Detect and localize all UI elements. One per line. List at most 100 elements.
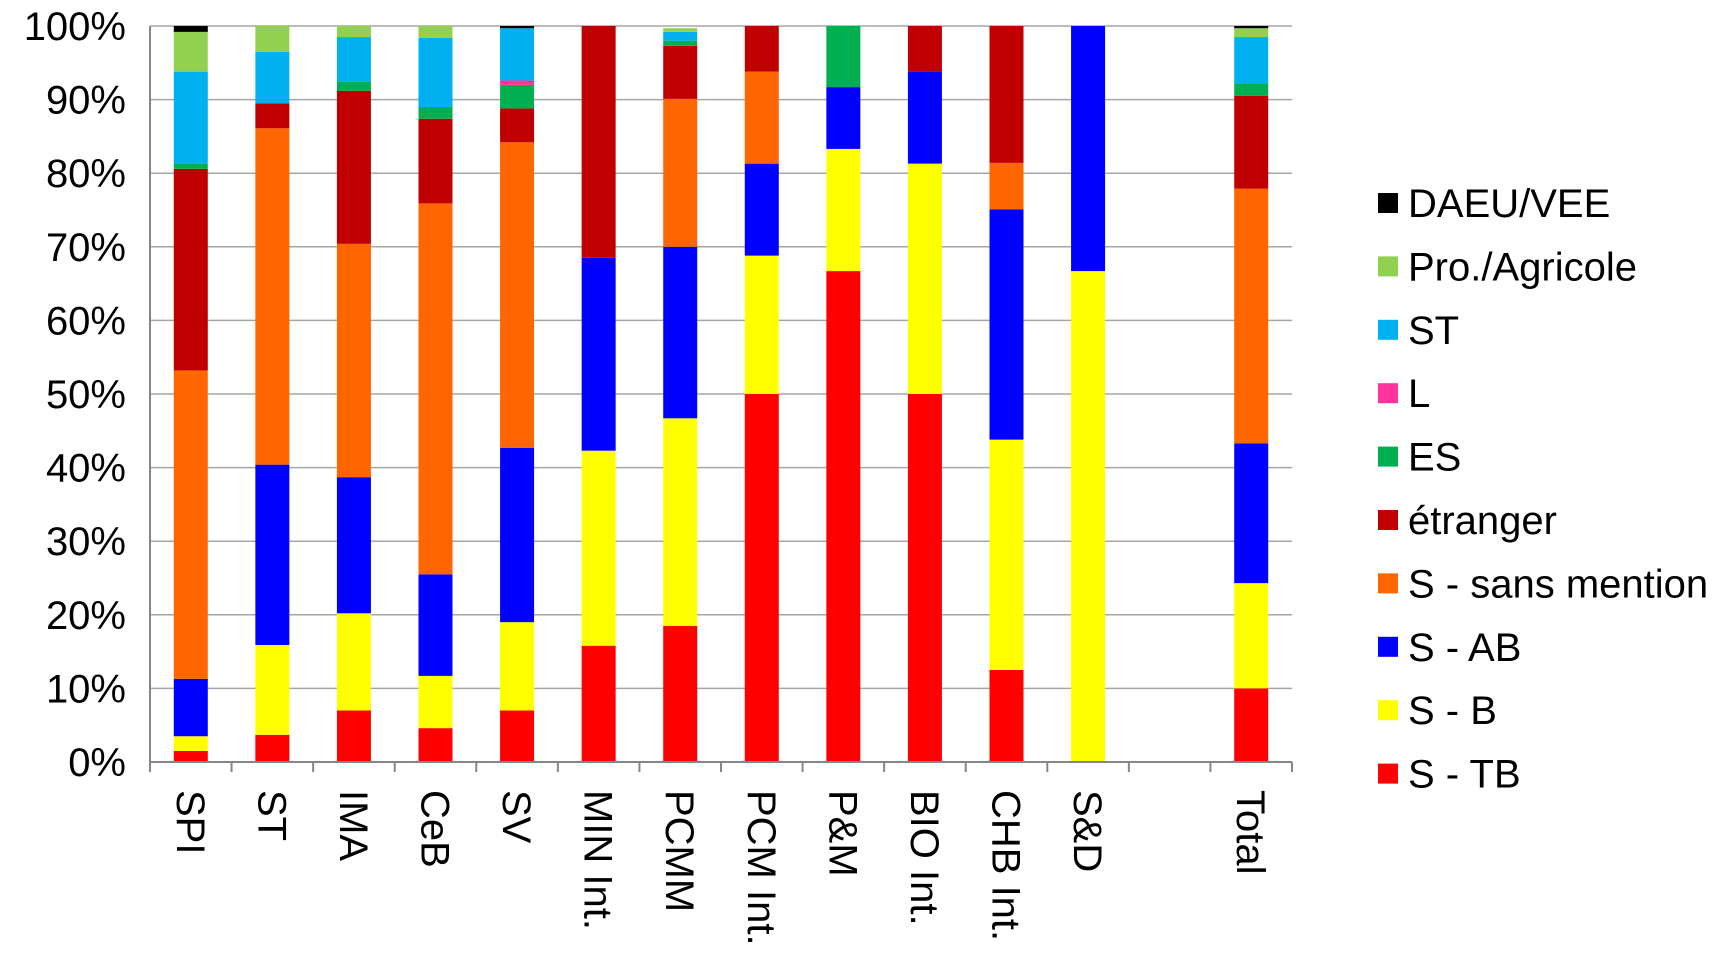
bar-segment — [907, 163, 942, 394]
y-tick-label: 50% — [46, 373, 126, 417]
bar-segment — [989, 162, 1024, 210]
bar-segment — [173, 370, 208, 679]
x-tick-label: CeB — [413, 790, 457, 868]
bar-segment — [989, 26, 1024, 163]
bar-segment — [581, 450, 616, 646]
bar-segment — [336, 90, 371, 244]
bar-segment — [663, 418, 698, 626]
bar-segment — [663, 45, 698, 99]
bar-segment — [336, 613, 371, 711]
bar-segment — [663, 40, 698, 46]
bar-segment — [255, 464, 290, 645]
y-tick-label: 90% — [46, 79, 126, 123]
bar-segment — [255, 103, 290, 129]
x-tick-label: IMA — [331, 790, 375, 861]
bar-segment — [500, 710, 535, 762]
bar-segment — [1234, 188, 1269, 444]
x-tick-label: S&D — [1065, 790, 1109, 872]
bar-segment — [1234, 26, 1269, 29]
legend-swatch — [1378, 193, 1398, 213]
legend-swatch — [1378, 573, 1398, 594]
y-tick-label: 80% — [46, 152, 126, 196]
x-tick-label: SV — [494, 790, 538, 844]
x-tick-labels: SPI ST IMA CeB SV MIN Int. PCMM PCM Int. P&M BIO … — [168, 790, 1272, 946]
bar-segment — [336, 710, 371, 762]
bar-segment — [663, 98, 698, 247]
legend: DAEU/VEE Pro./Agricole ST L ES étranger S - sa… — [1378, 182, 1708, 797]
gridlines — [150, 25, 1292, 763]
bar-segment — [744, 394, 779, 762]
legend-swatch — [1378, 319, 1398, 340]
legend-label: Pro./Agricole — [1408, 245, 1637, 289]
bar-segment — [744, 255, 779, 394]
bar-segment — [255, 644, 290, 735]
bar-segment — [1234, 95, 1269, 189]
legend-swatch — [1378, 636, 1398, 657]
legend-label: ST — [1408, 309, 1459, 353]
legend-swatch — [1378, 383, 1398, 404]
bar-segment — [500, 622, 535, 711]
x-tick-label: PCM Int. — [739, 790, 783, 946]
y-tick-labels: 0% 10% 20% 30% 40% 50% 60% 70% 80% 90% 100% — [24, 5, 126, 785]
bar-segment — [581, 26, 616, 258]
legend-label: L — [1408, 372, 1430, 416]
bar-segment — [744, 26, 779, 72]
bar-segment — [336, 37, 371, 82]
bar-segment — [500, 142, 535, 448]
bar-segment — [418, 728, 453, 762]
bar-segment — [663, 625, 698, 762]
bar-segment — [336, 243, 371, 478]
bar-segment — [336, 26, 371, 38]
bar-segment — [173, 750, 208, 762]
bar-segment — [336, 81, 371, 91]
x-tick-label: CHB Int. — [984, 790, 1028, 941]
legend-label: étranger — [1408, 499, 1557, 543]
bar-segment — [826, 148, 861, 272]
bar-segment — [418, 675, 453, 729]
legend-label: S - B — [1408, 689, 1497, 733]
bar-segment — [989, 209, 1024, 440]
y-tick-label: 30% — [46, 520, 126, 564]
y-tick-label: 0% — [68, 741, 126, 785]
bar-segment — [1071, 271, 1106, 762]
bar-segment — [418, 26, 453, 38]
legend-label: S - sans mention — [1408, 562, 1708, 606]
y-tick-label: 100% — [24, 5, 126, 49]
legend-label: S - TB — [1408, 753, 1521, 797]
bar-segment — [255, 51, 290, 104]
bar-segment — [173, 71, 208, 164]
bar-segment — [907, 26, 942, 72]
y-tick-label: 60% — [46, 299, 126, 343]
bar-segment — [1234, 37, 1269, 84]
bar-segment — [663, 31, 698, 41]
legend-swatch — [1378, 763, 1398, 784]
bar-segment — [1234, 688, 1269, 762]
bar-segment — [1234, 28, 1269, 38]
x-tick-label: PCMM — [657, 790, 701, 912]
bar-segment — [336, 477, 371, 614]
bar-segment — [418, 574, 453, 676]
axes — [149, 26, 1293, 772]
y-tick-label: 10% — [46, 667, 126, 711]
bar-segment — [581, 645, 616, 762]
bar-segment — [500, 447, 535, 623]
bar-segment — [418, 203, 453, 575]
bar-segment — [1234, 443, 1269, 584]
bar-segment — [663, 246, 698, 419]
bar-segment — [173, 163, 208, 169]
bar-segment — [826, 26, 861, 88]
legend-label: ES — [1408, 436, 1461, 480]
bar-segment — [173, 736, 208, 751]
y-tick-label: 40% — [46, 447, 126, 491]
bar-segment — [1071, 26, 1106, 272]
bar-segment — [418, 106, 453, 119]
legend-label: DAEU/VEE — [1408, 182, 1610, 226]
x-tick-label: BIO Int. — [902, 790, 946, 926]
bar-segment — [1234, 583, 1269, 689]
y-tick-label: 70% — [46, 226, 126, 270]
bar-segment — [255, 26, 290, 52]
bar-segment — [826, 271, 861, 762]
x-tick-label: MIN Int. — [576, 790, 620, 930]
x-tick-label: ST — [249, 790, 293, 841]
